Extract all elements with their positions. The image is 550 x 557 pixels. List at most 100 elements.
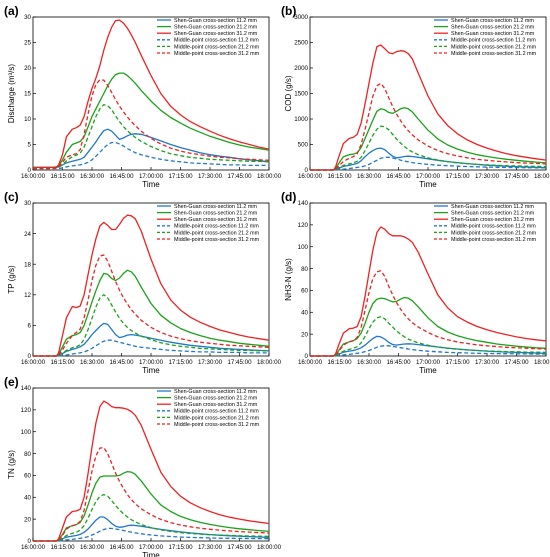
legend-entry: Shen-Guan cross-section 21.2 mm <box>174 25 258 31</box>
series-line-4 <box>310 344 546 357</box>
y-tick-label: 18 <box>24 261 31 268</box>
series-line-2 <box>33 72 270 169</box>
x-tick-label: 17:00:00 <box>416 173 441 180</box>
x-tick-label: 16:00:00 <box>298 173 323 180</box>
series-line-3 <box>33 400 270 542</box>
legend-entry: Middle-point cross-section 11.2 mm <box>174 38 259 44</box>
series-line-5 <box>33 493 270 542</box>
x-tick-label: 16:00:00 <box>21 173 46 180</box>
series-line-5 <box>33 294 269 357</box>
legend-entry: Shen-Guan cross-section 31.2 mm <box>451 217 535 223</box>
y-tick-label: 20 <box>301 331 308 338</box>
x-tick-label: 16:15:00 <box>50 173 75 180</box>
legend-entry: Shen-Guan cross-section 11.2 mm <box>451 204 534 210</box>
series-line-5 <box>310 125 547 171</box>
x-tick-label: 16:00:00 <box>21 359 46 366</box>
legend-entry: Middle-point cross-section 21.2 mm <box>174 415 260 421</box>
legend-entry: Middle-point cross-section 31.2 mm <box>451 237 537 243</box>
x-tick-label: 18:00:00 <box>257 544 282 551</box>
legend-entry: Middle-point cross-section 31.2 mm <box>174 422 260 428</box>
y-tick-label: 120 <box>21 407 32 414</box>
x-axis-label: Time <box>419 366 437 375</box>
x-tick-label: 16:15:00 <box>327 173 352 180</box>
y-tick-label: 2500 <box>294 40 308 47</box>
y-tick-label: 25 <box>24 40 31 47</box>
y-axis-label: Discharge (m³/s) <box>7 64 16 123</box>
y-tick-label: 3000 <box>294 14 308 21</box>
legend-entry: Middle-point cross-section 21.2 mm <box>451 230 537 236</box>
y-tick-label: 500 <box>298 142 309 149</box>
series-line-2 <box>310 107 547 171</box>
x-tick-label: 17:45:00 <box>227 173 252 180</box>
y-tick-label: 1000 <box>294 116 308 123</box>
y-axis-label: TN (g/s) <box>7 450 16 479</box>
legend-entry: Middle-point cross-section 11.2 mm <box>451 224 536 230</box>
y-tick-label: 15 <box>24 91 31 98</box>
y-axis-label: TP (g/s) <box>7 265 16 294</box>
panel-letter: (d) <box>281 190 296 204</box>
series-line-5 <box>33 104 270 170</box>
x-axis-label: Time <box>142 366 160 375</box>
x-tick-label: 16:30:00 <box>80 544 105 551</box>
legend-entry: Shen-Guan cross-section 11.2 mm <box>174 204 257 210</box>
y-tick-label: 100 <box>21 429 32 436</box>
y-tick-label: 12 <box>24 292 31 299</box>
series-line-2 <box>33 269 270 357</box>
x-tick-label: 17:45:00 <box>504 173 529 180</box>
x-tick-label: 16:15:00 <box>327 359 352 366</box>
x-tick-label: 16:45:00 <box>386 173 411 180</box>
panel-letter: (e) <box>4 375 19 389</box>
x-tick-label: 17:15:00 <box>445 173 470 180</box>
legend-entry: Shen-Guan cross-section 11.2 mm <box>174 18 257 24</box>
legend-entry: Shen-Guan cross-section 21.2 mm <box>451 25 535 31</box>
y-tick-label: 140 <box>21 385 32 392</box>
x-tick-label: 18:00:00 <box>257 359 282 366</box>
y-tick-label: 80 <box>301 266 308 273</box>
y-tick-label: 0 <box>305 167 309 174</box>
y-tick-label: 60 <box>24 473 31 480</box>
legend-entry: Shen-Guan cross-section 21.2 mm <box>174 396 258 402</box>
panel-letter: (b) <box>281 4 296 18</box>
legend-entry: Shen-Guan cross-section 21.2 mm <box>174 211 258 217</box>
series-line-1 <box>33 128 270 169</box>
x-tick-label: 16:45:00 <box>109 359 134 366</box>
x-tick-label: 16:30:00 <box>80 359 105 366</box>
x-tick-label: 17:30:00 <box>198 173 223 180</box>
panel-letter: (c) <box>4 190 19 204</box>
legend-entry: Shen-Guan cross-section 31.2 mm <box>174 31 258 37</box>
panel-e: (e) 0 20 40 60 80 100 120 140 16:00:00 16:15:00 16… <box>4 375 282 557</box>
y-tick-label: 1500 <box>294 91 308 98</box>
series-line-1 <box>33 322 270 357</box>
x-tick-label: 17:30:00 <box>475 173 500 180</box>
legend-entry: Shen-Guan cross-section 11.2 mm <box>174 389 257 395</box>
x-tick-label: 17:30:00 <box>475 359 500 366</box>
series-line-4 <box>33 339 269 357</box>
x-axis-label: Time <box>142 551 160 557</box>
series-line-3 <box>310 226 547 357</box>
y-tick-label: 5 <box>28 142 32 149</box>
y-tick-label: 140 <box>298 200 309 207</box>
series-line-6 <box>33 446 270 542</box>
x-tick-label: 17:45:00 <box>504 359 529 366</box>
y-tick-label: 30 <box>24 14 31 21</box>
series-line-6 <box>310 270 547 357</box>
x-tick-label: 17:45:00 <box>227 544 252 551</box>
x-tick-label: 17:00:00 <box>416 359 441 366</box>
series-line-4 <box>33 141 269 170</box>
x-tick-label: 17:30:00 <box>198 544 223 551</box>
y-tick-label: 100 <box>298 244 309 251</box>
y-tick-label: 0 <box>305 353 309 360</box>
y-tick-label: 80 <box>24 451 31 458</box>
series-line-6 <box>33 254 270 357</box>
legend-entry: Middle-point cross-section 31.2 mm <box>451 51 537 57</box>
panel-a: (a) 0 5 10 15 20 25 30 16:00:00 16:15:00 16:30:00… <box>4 4 282 189</box>
legend-entry: Middle-point cross-section 21.2 mm <box>174 230 260 236</box>
y-tick-label: 60 <box>301 288 308 295</box>
y-tick-label: 0 <box>28 538 32 545</box>
series-line-3 <box>33 19 270 169</box>
y-tick-label: 0 <box>28 353 32 360</box>
y-tick-label: 10 <box>24 116 31 123</box>
x-tick-label: 16:45:00 <box>109 173 134 180</box>
legend-entry: Shen-Guan cross-section 11.2 mm <box>451 18 534 24</box>
